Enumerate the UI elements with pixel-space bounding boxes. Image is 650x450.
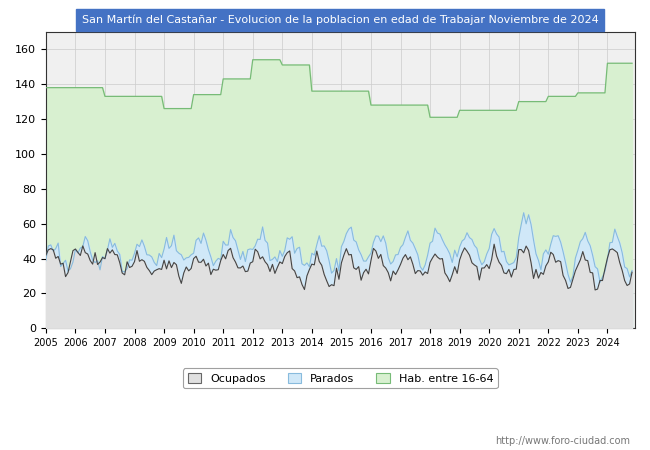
Legend: Ocupados, Parados, Hab. entre 16-64: Ocupados, Parados, Hab. entre 16-64 bbox=[183, 369, 498, 388]
Text: http://www.foro-ciudad.com: http://www.foro-ciudad.com bbox=[495, 436, 630, 446]
Title: San Martín del Castañar - Evolucion de la poblacion en edad de Trabajar Noviembr: San Martín del Castañar - Evolucion de l… bbox=[82, 15, 599, 26]
